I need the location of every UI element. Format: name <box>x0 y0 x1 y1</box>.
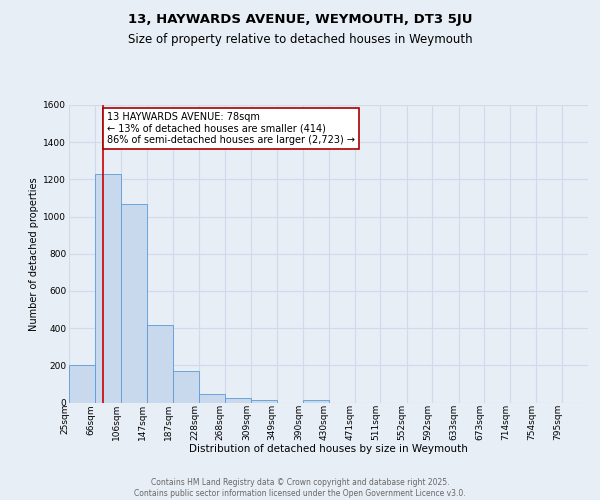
X-axis label: Distribution of detached houses by size in Weymouth: Distribution of detached houses by size … <box>189 444 468 454</box>
Text: Contains HM Land Registry data © Crown copyright and database right 2025.
Contai: Contains HM Land Registry data © Crown c… <box>134 478 466 498</box>
Bar <box>69 366 95 403</box>
Bar <box>173 371 199 402</box>
Text: Size of property relative to detached houses in Weymouth: Size of property relative to detached ho… <box>128 32 472 46</box>
Bar <box>303 400 329 402</box>
Bar <box>251 400 277 402</box>
Bar <box>199 394 224 402</box>
Text: 13 HAYWARDS AVENUE: 78sqm
← 13% of detached houses are smaller (414)
86% of semi: 13 HAYWARDS AVENUE: 78sqm ← 13% of detac… <box>107 112 355 144</box>
Bar <box>121 204 147 402</box>
Bar <box>147 326 173 402</box>
Bar <box>224 398 251 402</box>
Y-axis label: Number of detached properties: Number of detached properties <box>29 177 39 330</box>
Bar <box>95 174 121 402</box>
Text: 13, HAYWARDS AVENUE, WEYMOUTH, DT3 5JU: 13, HAYWARDS AVENUE, WEYMOUTH, DT3 5JU <box>128 12 472 26</box>
